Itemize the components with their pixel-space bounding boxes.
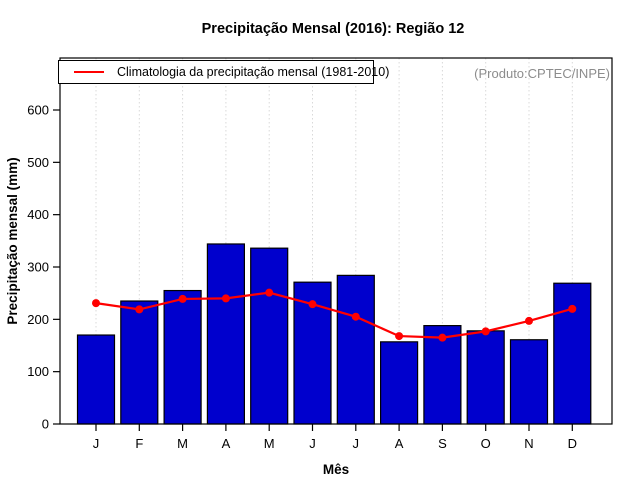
precipitation-bar <box>336 274 375 425</box>
x-tick-label: O <box>481 436 491 451</box>
precipitation-bar <box>250 247 289 425</box>
climatology-point <box>178 294 187 303</box>
y-tick-label: 300 <box>27 260 49 275</box>
y-tick-label: 400 <box>27 207 49 222</box>
x-tick-label: F <box>135 436 143 451</box>
y-tick-label: 200 <box>27 312 49 327</box>
x-tick-label: J <box>309 436 316 451</box>
precipitation-bar <box>163 289 202 425</box>
y-tick-label: 600 <box>27 103 49 118</box>
plot-border <box>59 57 613 425</box>
y-tick-label: 500 <box>27 155 49 170</box>
climatology-point <box>265 288 274 297</box>
x-tick-label: S <box>438 436 447 451</box>
climatology-point <box>438 333 447 342</box>
x-tick-label: J <box>353 436 360 451</box>
x-tick-label: A <box>395 436 404 451</box>
x-tick-label: A <box>222 436 231 451</box>
chart-render-layer: 0 100 200 300 400 500 600 J F M A M J J A S O N D <box>27 57 613 451</box>
y-axis-title: Precipitação mensal (mm) <box>5 157 20 324</box>
x-tick-label: M <box>177 436 188 451</box>
precipitation-bar <box>120 300 159 425</box>
legend: Climatologia da precipitação mensal (198… <box>58 60 389 84</box>
climatology-point <box>395 332 404 341</box>
x-axis-title: Mês <box>323 462 349 477</box>
climatology-point <box>481 327 490 336</box>
precipitation-bar <box>206 243 245 425</box>
climatology-line <box>95 291 573 339</box>
precipitation-bar <box>509 339 549 425</box>
climatology-point <box>135 305 144 314</box>
x-tick-label: J <box>93 436 100 451</box>
climatology-point <box>568 304 577 313</box>
precipitation-bar <box>76 334 116 425</box>
climatology-line-icon <box>74 71 104 73</box>
climatology-point <box>308 300 317 309</box>
precipitation-bar <box>466 330 505 425</box>
x-tick-label: D <box>568 436 577 451</box>
precipitation-bar <box>380 341 419 425</box>
y-tick-label: 100 <box>27 364 49 379</box>
chart-title: Precipitação Mensal (2016): Região 12 <box>202 21 465 37</box>
y-tick-label: 0 <box>42 417 49 432</box>
climatology-point <box>351 312 360 321</box>
x-tick-label: N <box>524 436 533 451</box>
legend-label: Climatologia da precipitação mensal (198… <box>117 65 390 79</box>
climatology-point <box>525 316 533 325</box>
climatology-point <box>92 299 100 308</box>
precipitation-bar <box>553 282 592 425</box>
climatology-point <box>221 294 230 303</box>
product-watermark: (Produto:CPTEC/INPE) <box>474 66 610 81</box>
x-tick-label: M <box>264 436 275 451</box>
